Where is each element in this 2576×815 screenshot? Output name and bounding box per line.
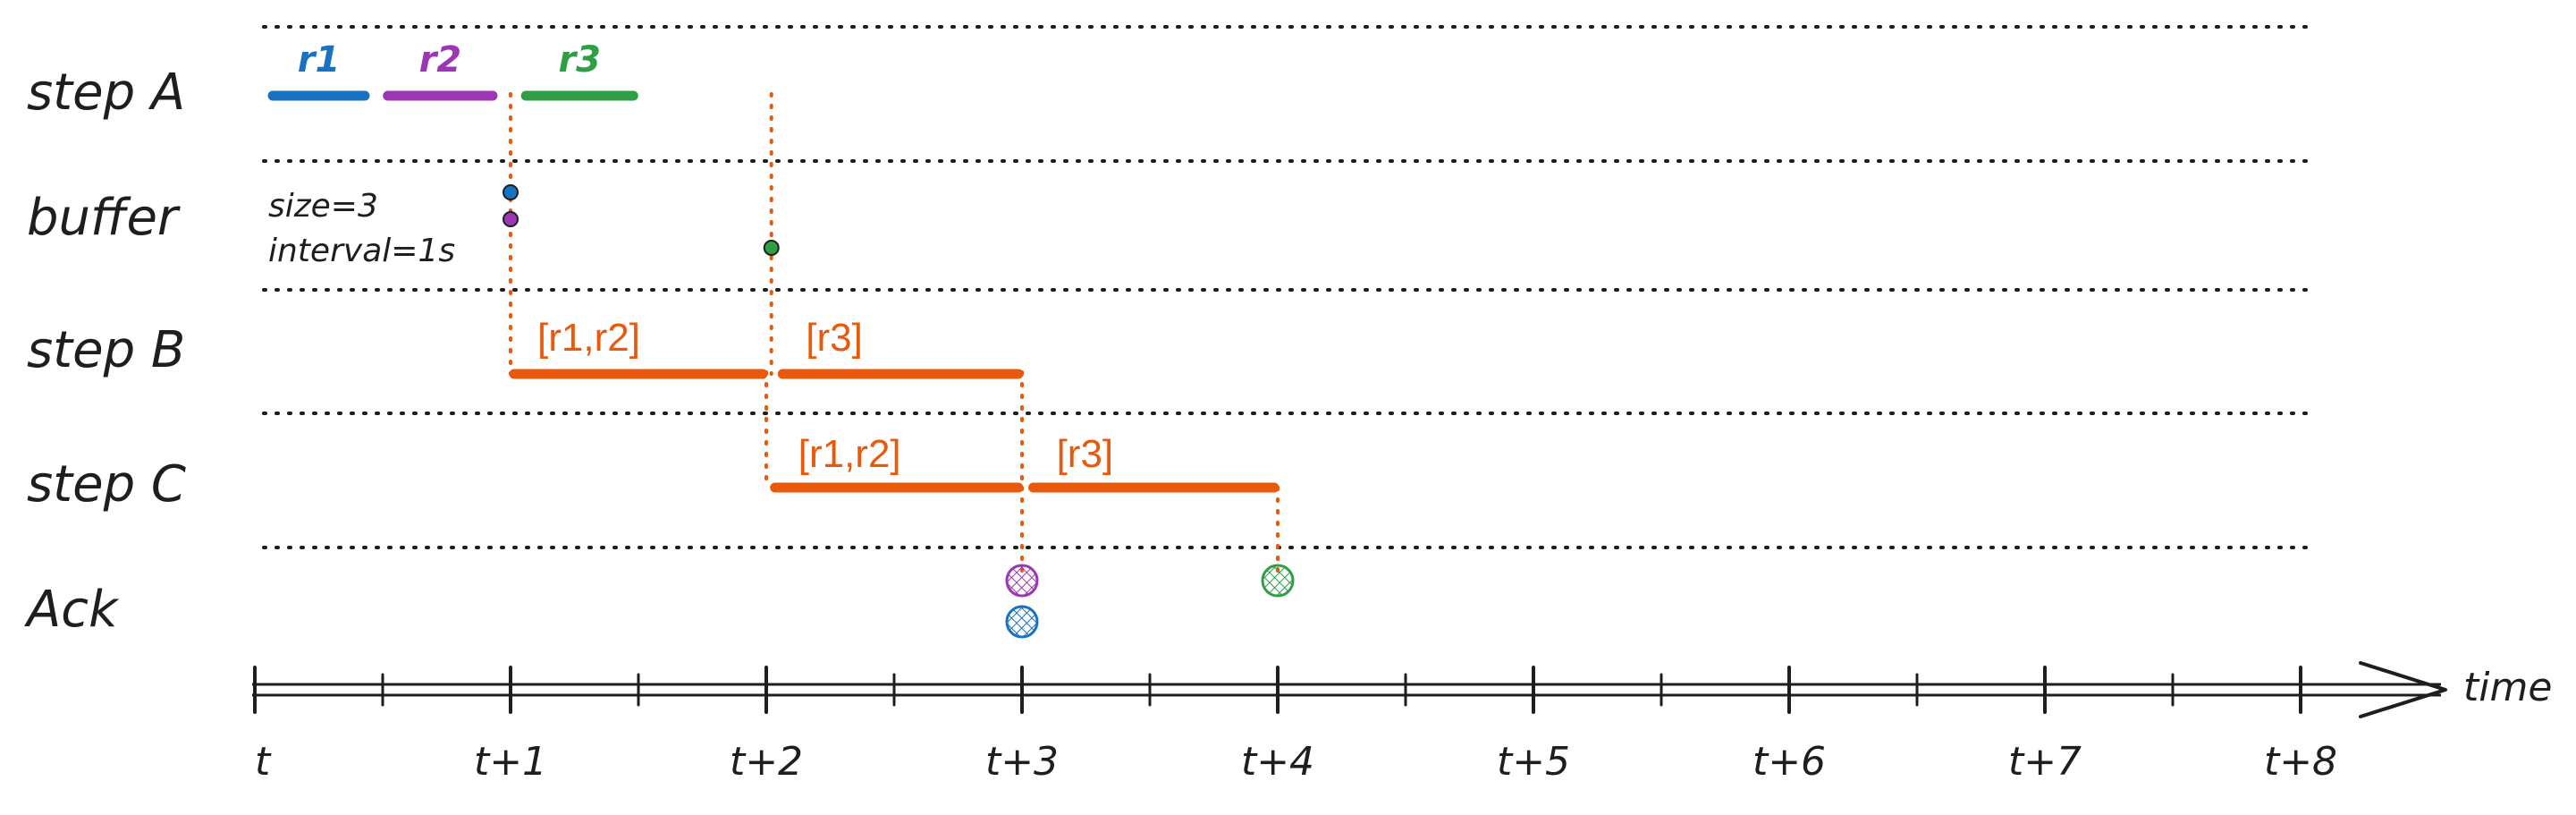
- buffer-dot: [503, 211, 519, 227]
- axis-title: time: [2463, 665, 2552, 710]
- tick-label: t: [255, 739, 272, 785]
- tick-label: t+4: [1241, 739, 1314, 785]
- step-c-bar-label: [r1,r2]: [798, 432, 901, 476]
- time-axis: time t t+1 t+2 t+3 t+4 t+5 t+6 t+7 t+8: [252, 661, 2552, 785]
- ack-marks: [1005, 564, 1295, 639]
- ack-mark: [1261, 564, 1295, 598]
- tick-label: t+1: [474, 739, 547, 785]
- step-a-bar-label: r3: [558, 39, 601, 81]
- step-b-bar-label: [r1,r2]: [537, 316, 640, 360]
- step-a-bars: r1 r2 r3: [267, 39, 638, 101]
- step-b-bars: [r1,r2] [r3]: [509, 316, 1024, 379]
- axis-ticks: t t+1 t+2 t+3 t+4 t+5 t+6 t+7 t+8: [253, 666, 2337, 785]
- lane-label-ack: Ack: [24, 581, 120, 639]
- tick-label: t+6: [1753, 739, 1826, 785]
- step-b-bar-label: [r3]: [806, 316, 863, 360]
- buffer-interval-note: interval=1s: [268, 233, 455, 269]
- step-a-bar-label: r2: [419, 39, 462, 81]
- buffer-dots: [503, 184, 780, 256]
- buffer-dot: [763, 240, 780, 256]
- lane-label-buffer: buffer: [27, 189, 181, 247]
- tick-label: t+5: [1497, 739, 1570, 785]
- lane-separators: [262, 25, 2309, 549]
- buffer-dot: [503, 184, 519, 200]
- lane-label-step-b: step B: [27, 321, 185, 379]
- tick-label: t+2: [730, 739, 803, 785]
- tick-label: t+8: [2264, 739, 2337, 785]
- lane-label-step-c: step C: [27, 455, 186, 514]
- tick-label: t+7: [2008, 739, 2082, 785]
- lane-label-step-a: step A: [27, 64, 185, 122]
- step-c-bar-label: [r3]: [1057, 432, 1114, 476]
- lane-labels: step A buffer step B step C Ack: [24, 64, 186, 639]
- buffer-note: size=3 interval=1s: [268, 188, 455, 269]
- ack-mark: [1005, 605, 1039, 639]
- step-a-bar-label: r1: [298, 39, 341, 81]
- buffer-size-note: size=3: [268, 188, 378, 225]
- step-c-bars: [r1,r2] [r3]: [770, 432, 1280, 493]
- tick-label: t+3: [985, 739, 1059, 785]
- axis-arrow-head: [2359, 661, 2447, 718]
- ack-mark: [1005, 564, 1039, 598]
- dotted-connectors: [509, 92, 1280, 574]
